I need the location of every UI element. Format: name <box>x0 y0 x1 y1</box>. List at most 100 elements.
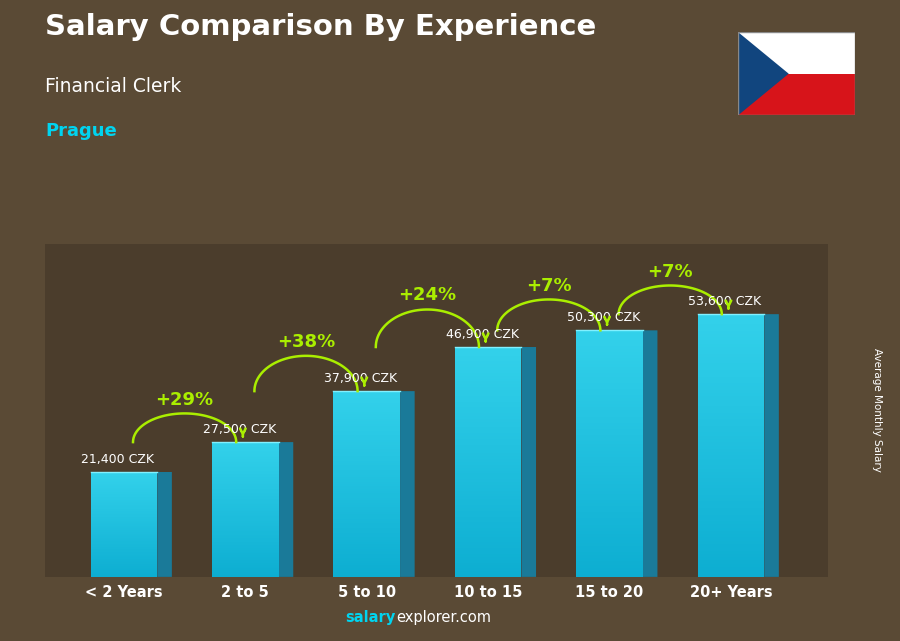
Bar <box>576 395 643 398</box>
Bar <box>698 534 764 538</box>
Bar <box>212 520 279 521</box>
Bar <box>576 389 643 392</box>
Bar <box>333 563 400 565</box>
Bar <box>698 331 764 334</box>
Bar <box>333 438 400 440</box>
Bar <box>91 547 158 548</box>
Bar <box>576 383 643 386</box>
Bar <box>91 519 158 520</box>
Bar <box>576 410 643 413</box>
Bar <box>698 324 764 328</box>
Bar <box>576 349 643 352</box>
Bar <box>91 567 158 568</box>
Bar <box>698 320 764 324</box>
Bar <box>212 461 279 462</box>
Bar <box>333 500 400 503</box>
Bar <box>333 410 400 412</box>
Bar <box>333 540 400 542</box>
Bar <box>212 447 279 449</box>
Bar <box>698 357 764 360</box>
Bar <box>212 563 279 565</box>
Bar <box>576 490 643 494</box>
Bar <box>91 502 158 503</box>
Bar <box>454 367 521 370</box>
Text: +7%: +7% <box>526 277 572 295</box>
Text: +7%: +7% <box>647 263 693 281</box>
Bar <box>91 495 158 497</box>
Bar <box>333 512 400 514</box>
Bar <box>698 387 764 390</box>
Bar <box>698 433 764 436</box>
Bar <box>212 513 279 515</box>
Bar <box>333 428 400 431</box>
Bar <box>91 508 158 509</box>
Bar <box>698 314 764 317</box>
Bar <box>698 459 764 462</box>
Bar <box>333 475 400 477</box>
Bar <box>698 380 764 383</box>
Bar <box>333 554 400 556</box>
Bar <box>454 551 521 554</box>
Bar <box>698 442 764 445</box>
Bar <box>454 390 521 393</box>
Bar <box>212 572 279 574</box>
Bar <box>576 420 643 423</box>
Bar <box>698 436 764 439</box>
Bar <box>698 413 764 416</box>
Bar <box>576 361 643 364</box>
Bar <box>91 551 158 552</box>
Bar <box>576 478 643 481</box>
Text: 27,500 CZK: 27,500 CZK <box>202 423 276 437</box>
Bar <box>212 481 279 483</box>
Bar <box>454 379 521 381</box>
Bar <box>576 549 643 553</box>
Bar <box>212 501 279 503</box>
Bar <box>212 508 279 510</box>
Bar <box>576 481 643 485</box>
Bar <box>212 444 279 445</box>
Bar <box>212 451 279 452</box>
Bar <box>333 567 400 570</box>
Bar <box>333 395 400 398</box>
Bar <box>91 520 158 522</box>
Bar <box>91 503 158 504</box>
Bar <box>212 465 279 467</box>
Bar <box>91 518 158 519</box>
Bar <box>333 488 400 491</box>
Bar <box>91 513 158 514</box>
Bar <box>212 526 279 528</box>
Bar <box>212 516 279 518</box>
Bar <box>91 523 158 524</box>
Bar <box>212 491 279 493</box>
Bar <box>698 495 764 498</box>
Bar <box>333 419 400 421</box>
Bar <box>333 412 400 414</box>
Bar <box>91 553 158 554</box>
Bar <box>454 459 521 462</box>
Bar <box>91 544 158 545</box>
Bar <box>212 545 279 547</box>
Bar <box>454 465 521 468</box>
Bar <box>698 524 764 528</box>
Bar <box>698 317 764 320</box>
Bar <box>212 470 279 472</box>
Bar <box>212 510 279 511</box>
Bar <box>212 569 279 570</box>
Bar <box>454 356 521 358</box>
Bar <box>212 540 279 542</box>
Bar <box>333 495 400 498</box>
Bar <box>212 454 279 456</box>
Bar <box>212 496 279 497</box>
Bar <box>698 574 764 577</box>
Bar <box>333 498 400 500</box>
Bar <box>91 574 158 576</box>
Bar <box>91 528 158 529</box>
Bar <box>454 557 521 560</box>
Bar <box>91 480 158 481</box>
Bar <box>454 490 521 494</box>
Bar <box>91 543 158 544</box>
Bar <box>576 469 643 472</box>
Bar <box>698 347 764 350</box>
Bar <box>454 436 521 439</box>
Bar <box>333 574 400 577</box>
